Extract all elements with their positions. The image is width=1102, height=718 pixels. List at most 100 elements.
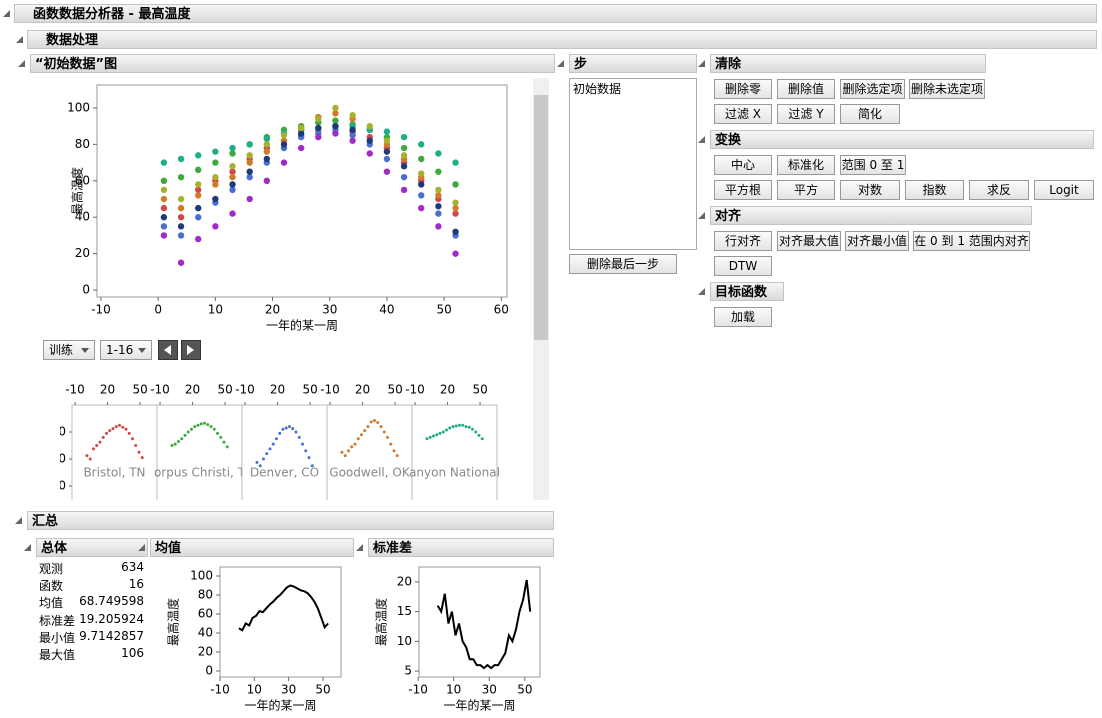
y-tick-label: 100 [67, 100, 90, 114]
panel-point [284, 426, 288, 430]
stat-value: 19.205924 [79, 611, 144, 626]
data-point [452, 210, 459, 217]
panel-header: 汇总 [27, 511, 554, 530]
data-point [229, 163, 236, 170]
data-point [452, 250, 459, 257]
panel-point [202, 421, 206, 425]
disclosure[interactable] [698, 60, 705, 67]
y-axis-label: 最高温度 [70, 167, 85, 215]
disclosure[interactable] [138, 544, 145, 551]
button[interactable]: 简化 [840, 104, 900, 124]
panel-point [428, 435, 432, 439]
data-point [366, 141, 373, 148]
button[interactable]: 过滤 X [714, 104, 772, 124]
x-tick-label: 0 [154, 303, 162, 317]
panel-point [477, 433, 481, 437]
arrow-button[interactable] [181, 340, 201, 360]
data-point [280, 130, 288, 137]
data-point [246, 152, 253, 159]
data-point [418, 204, 425, 212]
button[interactable]: 平方根 [714, 180, 772, 200]
data-point [400, 144, 408, 152]
button[interactable]: 对数 [840, 180, 900, 200]
step-item[interactable]: 初始数据 [573, 82, 622, 96]
button[interactable]: DTW [714, 256, 772, 276]
plot-frame [219, 566, 342, 678]
panel-point [480, 437, 484, 441]
panel-point [385, 435, 389, 439]
scroll-thumb[interactable] [534, 95, 548, 340]
y-tick-label: 0 [82, 283, 90, 297]
data-point [263, 144, 271, 152]
data-point [297, 124, 305, 132]
button[interactable]: 求反 [969, 180, 1029, 200]
button[interactable]: 过滤 Y [777, 104, 835, 124]
data-point [160, 186, 168, 194]
panel-point [343, 454, 347, 458]
panel-point [206, 423, 210, 427]
button[interactable]: 中心 [714, 155, 772, 175]
disclosure[interactable] [698, 288, 705, 295]
button[interactable]: 加载 [714, 307, 772, 327]
dropdown[interactable]: 训练 [43, 340, 95, 360]
panel-x-tick-label: -10 [65, 383, 85, 397]
data-point [332, 117, 339, 124]
steps-list[interactable] [569, 78, 697, 250]
data-point [383, 133, 391, 141]
disclosure[interactable] [356, 544, 363, 551]
dropdown[interactable]: 1-16 [100, 340, 152, 360]
button[interactable]: 在 0 到 1 范围内对齐 [913, 231, 1030, 251]
panel-point [382, 430, 386, 434]
button[interactable]: 指数 [905, 180, 964, 200]
panel-point [278, 431, 282, 435]
stat-label: 函数 [39, 579, 64, 594]
data-point [400, 163, 408, 170]
button[interactable]: 删除值 [777, 79, 835, 99]
arrow-button[interactable] [158, 340, 178, 360]
panel-point [176, 439, 180, 443]
data-point [246, 141, 253, 148]
y-tick-label: 10 [397, 634, 412, 648]
y-tick-label: 20 [397, 574, 412, 588]
scrollbar[interactable] [533, 78, 549, 500]
data-point [160, 232, 168, 239]
data-point [315, 124, 322, 132]
x-axis-label: 一年的某一周 [266, 318, 338, 333]
panel-point [376, 421, 380, 425]
disclosure[interactable] [15, 517, 22, 524]
button[interactable]: 对齐最大值 [777, 231, 841, 251]
button[interactable]: 删除未选定项 [909, 79, 985, 99]
panel-point [193, 425, 197, 429]
panel-x-tick-label: -10 [235, 383, 255, 397]
panel-point [291, 427, 295, 431]
panel-point [474, 430, 478, 434]
button[interactable]: 行对齐 [714, 231, 772, 251]
button[interactable]: 删除最后一步 [569, 254, 677, 274]
disclosure[interactable] [698, 136, 705, 143]
panel-point [425, 437, 429, 441]
button[interactable]: 标准化 [777, 155, 835, 175]
disclosure[interactable] [24, 544, 31, 551]
button[interactable]: 删除选定项 [840, 79, 905, 99]
button[interactable]: 范围 0 至 1 [840, 155, 906, 175]
disclosure[interactable] [3, 10, 10, 17]
panel-x-tick-label: 50 [217, 383, 232, 397]
button[interactable]: 平方 [777, 180, 835, 200]
disclosure[interactable] [18, 60, 25, 67]
data-point [263, 148, 271, 155]
data-point [400, 186, 408, 194]
panel-header: 均值 [150, 538, 354, 557]
stat-value: 68.749598 [79, 594, 144, 609]
data-point [383, 128, 391, 135]
disclosure[interactable] [698, 212, 705, 219]
panel-point [274, 437, 278, 441]
plot-frame [96, 84, 508, 298]
data-point [366, 137, 373, 144]
y-axis-label: 最高温度 [374, 598, 389, 646]
button[interactable]: Logit [1034, 180, 1094, 200]
disclosure[interactable] [16, 36, 23, 43]
panel-point [255, 460, 259, 464]
button[interactable]: 对齐最小值 [845, 231, 909, 251]
disclosure[interactable] [557, 60, 564, 67]
button[interactable]: 删除零 [714, 79, 772, 99]
